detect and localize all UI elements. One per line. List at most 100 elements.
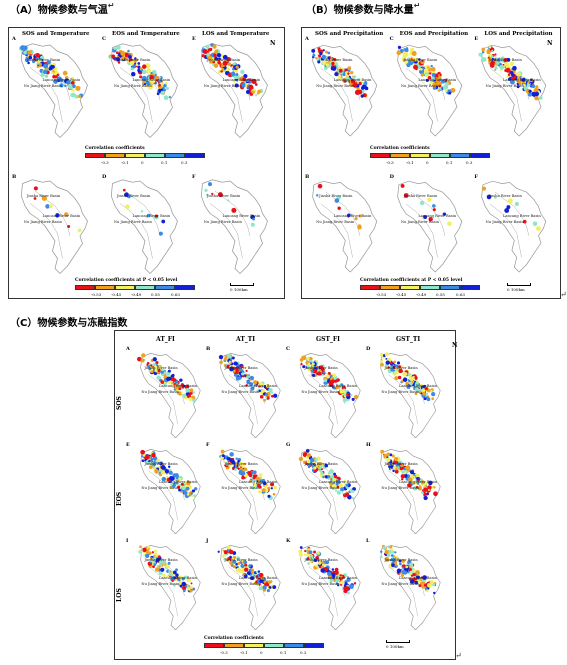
- lancang-label: Lancang River Basin: [222, 214, 261, 218]
- panel-a-legend2-tick: -0.53: [91, 292, 102, 297]
- nujiang-label: Nu Jiang River Basin: [316, 84, 355, 88]
- lancang-label: Lancang River Basin: [159, 384, 197, 389]
- lancang-label: Lancang River Basin: [399, 480, 437, 485]
- panel-b-A-map: [311, 44, 378, 137]
- panel-a-B-map: [20, 179, 88, 275]
- panel-c-H-map: [380, 449, 441, 535]
- nujiang-label: Nu Jiang River Basin: [221, 581, 260, 586]
- jinsha-label: Jinsha River Basin: [384, 462, 418, 467]
- jinsha-label: Jinsha River Basin: [304, 462, 338, 467]
- jinsha-label: Jinsha River Basin: [206, 58, 241, 62]
- nujiang-label: Nu Jiang River Basin: [381, 485, 420, 490]
- panel-a-legend1-swatch: [185, 153, 205, 158]
- panel-b-scale-bar: 0 100km: [507, 283, 531, 292]
- nujiang-label: Nu Jiang River Basin: [113, 220, 152, 224]
- jinsha-label: Jinsha River Basin: [403, 58, 438, 62]
- lancang-label: Lancang River Basin: [319, 384, 357, 389]
- panel-b-label-D: D: [389, 174, 394, 180]
- caption-c: （C）物候参数与冻融指数: [10, 318, 128, 329]
- panel-c-col-header: GST_TI: [396, 336, 421, 343]
- panel-c-label-I: I: [126, 538, 129, 544]
- lancang-label: Lancang River Basin: [159, 576, 197, 581]
- panel-a-A-map: [18, 43, 88, 139]
- nujiang-label: Nu Jiang River Basin: [141, 389, 180, 394]
- panel-a-label-A: A: [12, 36, 16, 42]
- panel-a-scale-bar-label: 0 100km: [230, 287, 248, 292]
- nujiang-label: Nu Jiang River Basin: [485, 220, 524, 224]
- panel-b-legend2-title: Correlation coefficients at P < 0.05 lev…: [360, 278, 463, 283]
- panel-c-label-L: L: [366, 538, 370, 544]
- panel-b-label-A: A: [305, 36, 309, 42]
- jinsha-label: Jinsha River Basin: [206, 194, 241, 198]
- jinsha-label: Jinsha River Basin: [403, 194, 438, 198]
- panel-a-label-C: C: [102, 36, 106, 42]
- nujiang-label: Nu Jiang River Basin: [221, 485, 260, 490]
- panel-b-legend1-tick: 0.3: [466, 160, 473, 165]
- panel-c-scale-bar-bar: [386, 640, 410, 643]
- panel-c-F-map: [219, 449, 281, 535]
- panel-b-legend1-swatch: [450, 153, 470, 158]
- panel-b-legend1-tick: 0: [426, 160, 429, 165]
- panel-b-legend1-tick: -0.3: [386, 160, 394, 165]
- panel-b-legend1-swatch: [470, 153, 490, 158]
- panel-c-legend-tick: 0.3: [300, 650, 307, 655]
- panel-b-F-map: [481, 180, 547, 273]
- nujiang-label: Nu Jiang River Basin: [203, 220, 242, 224]
- jinsha-label: Jinsha River Basin: [319, 194, 353, 198]
- lancang-label: Lancang River Basin: [42, 78, 81, 82]
- panel-c-scale-bar: 0 100km: [386, 640, 410, 649]
- panel-a-F-map: [200, 179, 268, 275]
- panel-c-label-F: F: [206, 442, 210, 448]
- panel-c-legend-tick: -0.3: [220, 650, 228, 655]
- lancang-label: Lancang River Basin: [42, 214, 81, 218]
- return-mark-b: ↵: [560, 290, 567, 299]
- panel-c-legend-tick: -0.1: [240, 650, 248, 655]
- lancang-label: Lancang River Basin: [132, 78, 171, 82]
- panel-b-D-map: [396, 180, 462, 273]
- panel-a-legend1-swatches: [85, 153, 205, 158]
- panel-b-legend2-swatch: [460, 285, 480, 290]
- panel-a-legend1-tick: 0.1: [161, 160, 168, 165]
- jinsha-label: Jinsha River Basin: [224, 558, 258, 563]
- panel-c-legend-swatches: [204, 643, 324, 648]
- nujiang-label: Nu Jiang River Basin: [301, 581, 340, 586]
- lancang-label: Lancang River Basin: [239, 480, 277, 485]
- panel-c-D-map: [379, 352, 441, 439]
- panel-a-legend1-swatch: [165, 153, 185, 158]
- panel-a-label-D: D: [102, 174, 107, 180]
- panel-b-legend2-tick: -0.49: [416, 292, 427, 297]
- panel-c-K-map: [298, 545, 361, 631]
- panel-a-legend1-title: Correlation coefficients: [85, 146, 145, 151]
- panel-b-scale-bar-label: 0 100km: [507, 287, 525, 292]
- panel-c-B-map: [218, 353, 281, 439]
- caption-a: （A）物候参数与气温 ↵: [10, 1, 115, 16]
- panel-b-legend2-swatch: [420, 285, 440, 290]
- panel-a-north-icon: N: [270, 40, 276, 47]
- lancang-label: Lancang River Basin: [319, 576, 357, 581]
- panel-c-row-label: EOS: [116, 491, 123, 506]
- panel-b-legend1-tick: 0.1: [446, 160, 453, 165]
- panel-a-legend2-title: Correlation coefficients at P < 0.05 lev…: [75, 278, 178, 283]
- panel-a-scale-bar: 0 100km: [230, 283, 254, 292]
- panel-a-legend1-tick: -0.3: [101, 160, 109, 165]
- jinsha-label: Jinsha River Basin: [224, 366, 258, 371]
- lancang-label: Lancang River Basin: [239, 576, 277, 581]
- panel-c-label-K: K: [286, 538, 291, 544]
- jinsha-label: Jinsha River Basin: [488, 194, 522, 198]
- panel-a-E-map: [200, 43, 268, 139]
- panel-b-legend2-swatch: [440, 285, 460, 290]
- panel-c-label-J: J: [206, 538, 209, 544]
- panel-a-legend1-tick: 0.3: [181, 160, 188, 165]
- jinsha-label: Jinsha River Basin: [116, 58, 151, 62]
- jinsha-label: Jinsha River Basin: [488, 58, 522, 62]
- panel-c-G-map: [298, 449, 361, 535]
- panel-b-legend1-tick: -0.1: [406, 160, 414, 165]
- jinsha-label: Jinsha River Basin: [304, 558, 338, 563]
- jinsha-label: Jinsha River Basin: [384, 366, 418, 371]
- panel-c-label-H: H: [366, 442, 371, 448]
- panel-c-label-B: B: [206, 346, 211, 352]
- panel-c-E-map: [140, 449, 201, 535]
- nujiang-label: Nu Jiang River Basin: [316, 220, 355, 224]
- panel-c-A-map: [137, 353, 201, 439]
- panel-a-title-A: SOS and Temperature: [22, 31, 90, 37]
